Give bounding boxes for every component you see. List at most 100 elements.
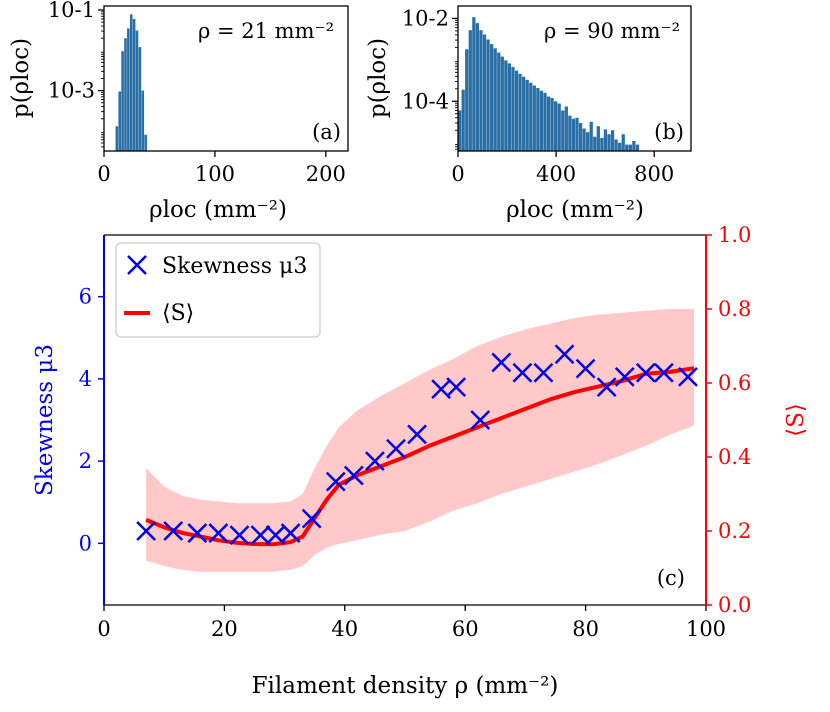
panel-b-label: (b)	[654, 120, 684, 144]
skewness-point	[678, 366, 698, 387]
skewness-point	[446, 377, 467, 397]
x-tick-label: 400	[536, 162, 576, 186]
skewness-point	[280, 523, 301, 543]
skewness-point	[596, 377, 617, 397]
y-right-tick-label: 0.4	[718, 445, 751, 469]
panel-b-bar	[571, 118, 576, 151]
skewness-point	[407, 424, 427, 445]
x-tick-label: 0	[97, 162, 110, 186]
panel-b-bar	[575, 117, 579, 151]
panel-b-bar	[596, 126, 600, 151]
panel-c-ylabel-right: ⟨S⟩	[783, 403, 809, 437]
y-right-tick-label: 1.0	[718, 223, 751, 247]
panel-b-bar	[458, 110, 462, 151]
panel-b-bar	[554, 101, 558, 151]
panel-b-bar	[465, 49, 469, 151]
panel-a-bars	[115, 14, 147, 152]
order-parameter-band	[146, 309, 695, 572]
x-tick-label: 0	[97, 617, 110, 641]
panel-b-bar	[625, 144, 629, 151]
skewness-point	[386, 438, 406, 459]
y-left-tick-label: 0	[79, 531, 92, 555]
y-left-tick-label: 4	[79, 367, 92, 391]
legend-skewness-marker	[127, 255, 147, 275]
panel-a-bar	[135, 30, 139, 151]
skewness-point	[512, 362, 533, 383]
panel-b-bar	[479, 30, 483, 152]
panel-b-bar	[607, 134, 611, 151]
panel-b-bar	[586, 132, 590, 151]
panel-b-bar	[632, 140, 636, 151]
x-tick-label: 100	[195, 162, 235, 186]
skewness-point	[163, 521, 184, 541]
panel-b-bar	[490, 44, 494, 152]
y-right-tick-label: 0.2	[718, 519, 751, 543]
panel-b-bar	[493, 48, 497, 152]
panel-b-bar	[475, 23, 480, 152]
panel-b-bar	[614, 139, 618, 151]
x-tick-label: 20	[211, 617, 238, 641]
panel-c-xlabel: Filament density ρ (mm⁻²)	[252, 673, 559, 699]
skewness-point	[343, 465, 364, 486]
panel-b-bar	[582, 128, 586, 151]
panel-b-bar	[589, 121, 593, 151]
y-right-tick-label: 0.6	[718, 371, 751, 395]
skewness-markers	[136, 344, 698, 545]
panel-b-bar	[543, 92, 547, 151]
skewness-point	[470, 410, 491, 430]
panel-b-bar	[522, 76, 526, 151]
panel-b-ticks: 0 400 800 10-2 10-4	[402, 6, 674, 186]
panel-b-bar	[550, 98, 554, 151]
panel-b-bar	[532, 85, 536, 151]
panel-c-skewness-order: 0 20 40 60 80 100 0 2 4 6 0.0 0.2 0.4 0.6 0.8 1.0 (c) F…	[32, 223, 809, 699]
skewness-point	[365, 451, 385, 471]
panel-a-bar	[141, 90, 145, 151]
skewness-point	[635, 362, 656, 383]
x-tick-label: 80	[572, 617, 599, 641]
panel-b-bar	[603, 129, 608, 151]
panel-b-bar	[557, 103, 561, 151]
panel-c-label: (c)	[657, 566, 685, 590]
panel-b-bar	[546, 96, 551, 151]
panel-b-bar	[610, 130, 615, 151]
panel-b-bar	[628, 144, 632, 151]
panel-b-bar	[504, 60, 508, 152]
panel-a-bar	[138, 47, 142, 151]
x-tick-label: 200	[306, 162, 346, 186]
panel-b-bar	[514, 70, 519, 151]
skewness-point	[614, 366, 635, 387]
panel-c-ylabel-left: Skewness μ3	[32, 344, 58, 496]
x-tick-label: 40	[331, 617, 358, 641]
panel-b-bar	[621, 134, 625, 151]
panel-b-bar	[482, 34, 487, 151]
skewness-point	[533, 362, 554, 383]
panel-b-bar	[561, 110, 565, 151]
panel-c-ticks: 0 20 40 60 80 100 0 2 4 6 0.0 0.2 0.4 0.6 0.8 1.0	[79, 223, 752, 641]
panel-b-bar	[593, 136, 597, 151]
panel-b-bar	[511, 67, 515, 151]
y-tick-label: 10-3	[48, 79, 95, 103]
x-tick-label: 0	[451, 162, 464, 186]
skewness-point	[554, 344, 575, 365]
panel-a-ticks: 0 100 200 10-1 10-3	[48, 0, 346, 186]
skewness-point	[325, 471, 346, 492]
panel-b-bar	[468, 30, 472, 152]
panel-a-xlabel: ρloc (mm⁻²)	[149, 197, 287, 223]
skewness-point	[229, 525, 250, 545]
panel-b-bars	[458, 17, 640, 152]
legend-box	[115, 242, 321, 338]
panel-a-bar	[118, 91, 122, 151]
panel-b-bar	[536, 87, 540, 151]
y-tick-label: 10-4	[402, 89, 449, 113]
panel-b-bar	[525, 79, 529, 151]
panel-a-bar	[121, 51, 124, 151]
panel-b-bar	[507, 63, 512, 151]
panel-a-label: (a)	[312, 120, 341, 144]
panel-b-density-annotation: ρ = 90 mm⁻²	[544, 19, 680, 43]
panel-b-bar	[518, 73, 522, 151]
skewness-point	[208, 523, 229, 543]
skewness-point	[575, 358, 596, 379]
panel-a-bar	[129, 14, 133, 152]
panel-b-bar	[600, 137, 604, 151]
